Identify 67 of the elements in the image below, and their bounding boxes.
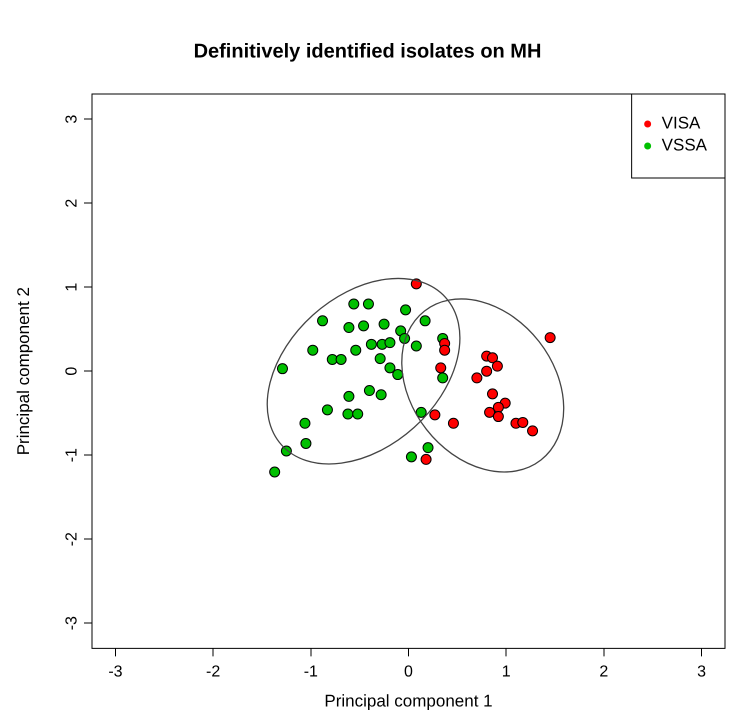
point [322,404,333,416]
point [358,320,370,332]
point [384,362,396,374]
point [487,352,498,364]
point [400,304,412,316]
x-tick-label: 3 [697,663,706,680]
legend-label: VSSA [662,136,708,155]
point [471,372,482,384]
x-tick-label: -3 [108,663,123,680]
y-tick-label: -1 [63,448,80,462]
y-tick-label: 3 [63,114,80,124]
y-tick-label: 0 [63,366,80,376]
x-axis-title: Principal component 1 [324,691,493,710]
point [422,442,434,454]
point [364,385,375,396]
y-axis-title: Principal component 2 [14,287,33,456]
point [517,416,528,428]
point [366,338,377,350]
point [527,425,538,436]
point [317,315,328,326]
point [307,344,318,356]
point [276,363,288,374]
point [269,466,280,478]
point [326,354,338,365]
point [378,318,390,330]
x-tick-label: 1 [502,663,511,680]
point [406,451,417,462]
point [300,438,312,449]
y-tick-label: 1 [63,282,80,292]
point [448,418,459,429]
legend-label: VISA [662,114,702,133]
point [384,337,396,348]
point [416,406,427,418]
point [348,298,360,310]
chart-title: Definitively identified isolates on MH [194,40,542,63]
point [374,353,386,364]
x-tick-label: 2 [599,663,608,680]
point [336,354,347,365]
point [484,406,496,418]
point [544,332,556,344]
point [362,298,374,310]
point [420,315,431,326]
point [352,408,364,420]
point [492,402,504,413]
x-tick-label: 0 [404,663,414,680]
point [439,344,450,356]
y-tick-label: 2 [63,198,80,208]
point [492,360,503,372]
point [376,389,387,400]
point [299,418,310,429]
point [410,340,422,352]
point [392,369,404,380]
point [487,388,498,400]
point [420,454,432,465]
x-tick-label: -1 [304,663,318,680]
point [481,366,492,377]
point [343,390,354,402]
x-tick-label: -2 [206,663,220,680]
point [437,372,448,384]
point [435,362,446,374]
point [492,411,504,422]
point [350,344,362,356]
point [342,408,354,420]
point [343,322,354,334]
point [429,409,440,420]
y-tick-label: -2 [63,532,80,546]
y-tick-label: -3 [63,616,80,630]
